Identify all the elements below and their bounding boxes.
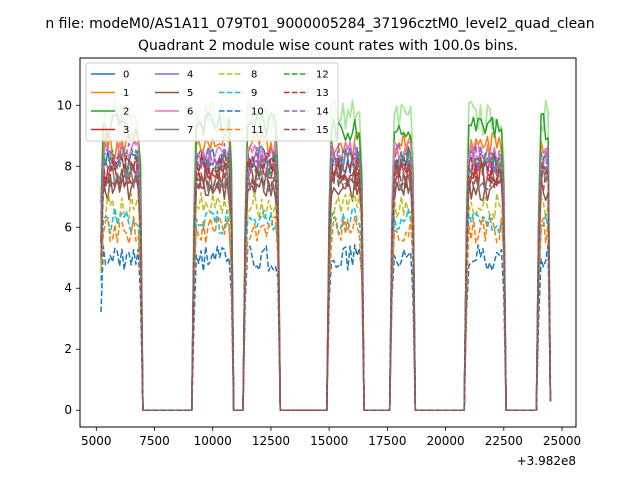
y-tick-label: 6 bbox=[64, 220, 72, 234]
chart-title: Quadrant 2 module wise count rates with … bbox=[138, 38, 518, 54]
legend-label-15: 15 bbox=[316, 125, 329, 136]
series-line-0 bbox=[100, 145, 552, 411]
legend-label-4: 4 bbox=[187, 70, 193, 81]
x-tick-label: 22500 bbox=[485, 434, 523, 448]
legend-label-14: 14 bbox=[316, 107, 329, 118]
legend-label-2: 2 bbox=[123, 107, 129, 118]
x-tick-label: 12500 bbox=[252, 434, 290, 448]
series-line-10 bbox=[100, 243, 552, 411]
legend-label-6: 6 bbox=[187, 107, 193, 118]
legend-label-1: 1 bbox=[123, 88, 129, 99]
figure-suptitle: n file: modeM0/AS1A11_079T01_9000005284_… bbox=[45, 16, 594, 32]
x-offset-label: +3.982e8 bbox=[517, 454, 576, 468]
legend-label-12: 12 bbox=[316, 70, 329, 81]
legend-label-5: 5 bbox=[187, 88, 193, 99]
y-tick-label: 0 bbox=[64, 403, 72, 417]
x-tick-label: 20000 bbox=[427, 434, 465, 448]
series-line-4 bbox=[100, 152, 552, 411]
x-tick-label: 7500 bbox=[139, 434, 170, 448]
series-line-15 bbox=[100, 164, 552, 411]
series-line-13 bbox=[100, 152, 552, 411]
legend-box bbox=[85, 62, 339, 142]
x-tick-label: 17500 bbox=[368, 434, 406, 448]
series-line-9 bbox=[100, 207, 552, 411]
y-tick-label: 4 bbox=[64, 281, 72, 295]
y-tick-label: 10 bbox=[57, 98, 72, 112]
x-tick-label: 15000 bbox=[310, 434, 348, 448]
x-tick-label: 25000 bbox=[543, 434, 581, 448]
axes-frame bbox=[79, 57, 577, 428]
y-tick-label: 2 bbox=[64, 342, 72, 356]
legend-label-10: 10 bbox=[251, 107, 264, 118]
series-line-6 bbox=[100, 140, 552, 411]
legend-label-3: 3 bbox=[123, 125, 129, 136]
legend-label-13: 13 bbox=[316, 88, 329, 99]
legend-label-8: 8 bbox=[251, 70, 257, 81]
y-axis: 0 2 4 6 8 10 bbox=[57, 98, 80, 417]
x-tick-label: 5000 bbox=[81, 434, 112, 448]
y-tick-label: 8 bbox=[64, 159, 72, 173]
series-line-11 bbox=[100, 215, 552, 411]
plot-area bbox=[100, 98, 552, 412]
x-tick-label: 10000 bbox=[194, 434, 232, 448]
series-line-7 bbox=[100, 164, 552, 411]
series-line-5 bbox=[100, 173, 552, 411]
x-axis: 5000 7500 10000 12500 15000 17500 20000 22500 25… bbox=[81, 427, 581, 448]
legend-label-0: 0 bbox=[123, 70, 129, 81]
legend-label-9: 9 bbox=[251, 88, 257, 99]
series-line-12 bbox=[100, 149, 552, 411]
legend-label-11: 11 bbox=[251, 125, 264, 136]
legend-label-7: 7 bbox=[187, 125, 193, 136]
